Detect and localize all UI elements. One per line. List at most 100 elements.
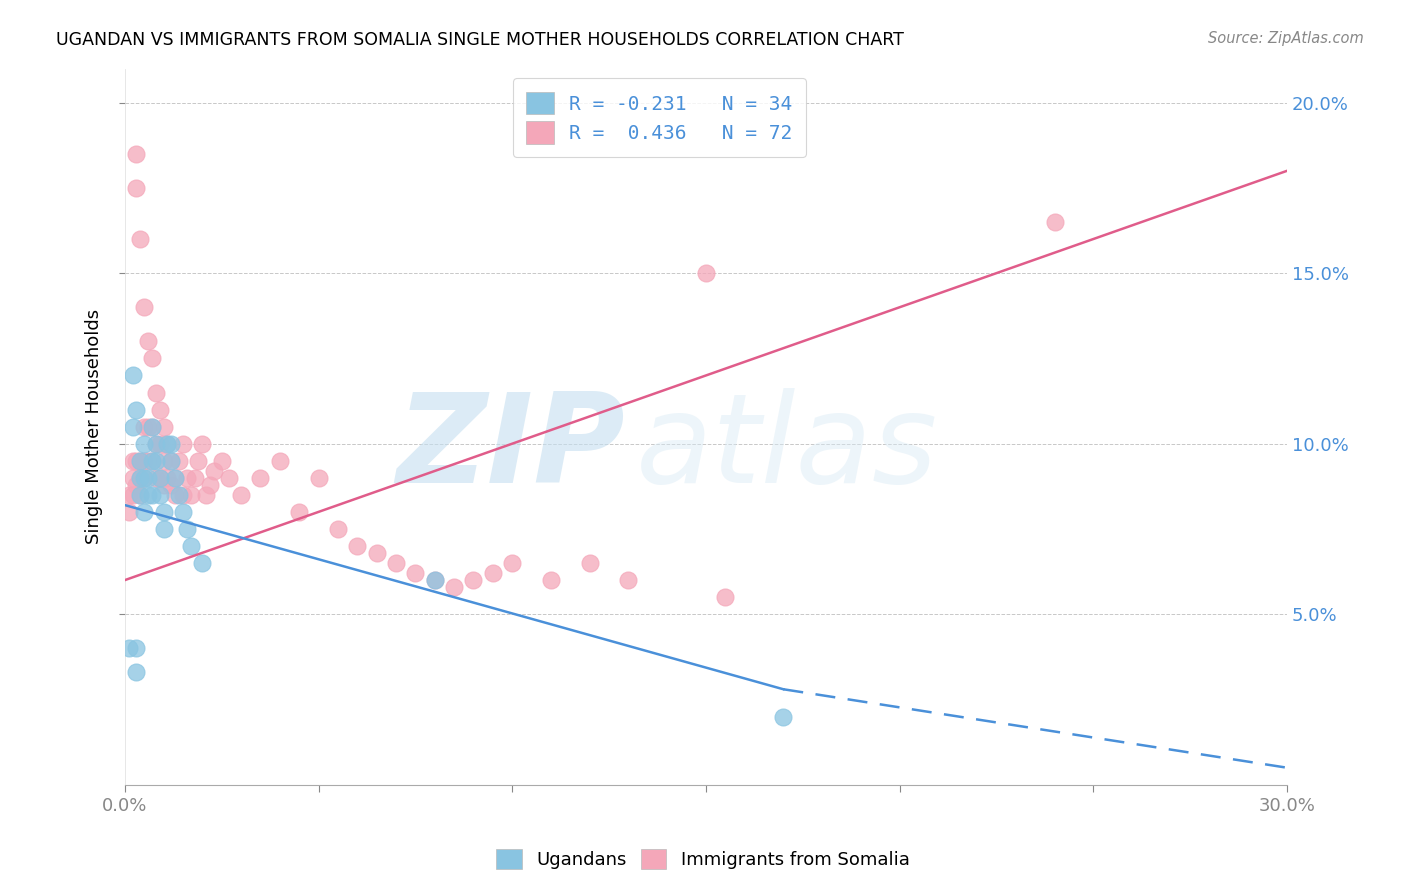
Point	[152, 505, 174, 519]
Point	[145, 436, 167, 450]
Point	[118, 641, 141, 656]
Point	[134, 454, 156, 468]
Point	[269, 454, 291, 468]
Point	[152, 522, 174, 536]
Point	[160, 454, 183, 468]
Point	[772, 709, 794, 723]
Point	[176, 471, 198, 485]
Point	[134, 436, 156, 450]
Point	[121, 488, 143, 502]
Point	[308, 471, 330, 485]
Point	[141, 454, 163, 468]
Legend: R = -0.231   N = 34, R =  0.436   N = 72: R = -0.231 N = 34, R = 0.436 N = 72	[513, 78, 806, 157]
Point	[149, 488, 172, 502]
Point	[125, 181, 148, 195]
Point	[134, 505, 156, 519]
Point	[195, 488, 218, 502]
Point	[180, 539, 202, 553]
Point	[149, 436, 172, 450]
Point	[125, 402, 148, 417]
Point	[501, 556, 523, 570]
Point	[125, 454, 148, 468]
Point	[183, 471, 205, 485]
Point	[211, 454, 233, 468]
Point	[167, 488, 190, 502]
Point	[136, 454, 159, 468]
Point	[198, 477, 221, 491]
Point	[156, 436, 179, 450]
Point	[187, 454, 209, 468]
Point	[617, 573, 640, 587]
Point	[145, 436, 167, 450]
Point	[1043, 215, 1066, 229]
Point	[288, 505, 311, 519]
Point	[134, 471, 156, 485]
Point	[191, 556, 214, 570]
Point	[540, 573, 562, 587]
Point	[167, 454, 190, 468]
Point	[129, 471, 152, 485]
Point	[125, 641, 148, 656]
Point	[121, 419, 143, 434]
Point	[176, 522, 198, 536]
Point	[136, 334, 159, 349]
Legend: Ugandans, Immigrants from Somalia: Ugandans, Immigrants from Somalia	[488, 839, 918, 879]
Point	[366, 546, 388, 560]
Text: ZIP: ZIP	[396, 388, 624, 508]
Point	[385, 556, 408, 570]
Point	[141, 419, 163, 434]
Point	[249, 471, 271, 485]
Point	[172, 436, 194, 450]
Point	[118, 505, 141, 519]
Point	[129, 454, 152, 468]
Text: UGANDAN VS IMMIGRANTS FROM SOMALIA SINGLE MOTHER HOUSEHOLDS CORRELATION CHART: UGANDAN VS IMMIGRANTS FROM SOMALIA SINGL…	[56, 31, 904, 49]
Text: Source: ZipAtlas.com: Source: ZipAtlas.com	[1208, 31, 1364, 46]
Point	[121, 454, 143, 468]
Point	[326, 522, 349, 536]
Point	[134, 471, 156, 485]
Text: atlas: atlas	[636, 388, 938, 508]
Point	[149, 471, 172, 485]
Y-axis label: Single Mother Households: Single Mother Households	[86, 309, 103, 544]
Point	[121, 368, 143, 383]
Point	[134, 419, 156, 434]
Point	[156, 436, 179, 450]
Point	[191, 436, 214, 450]
Point	[463, 573, 485, 587]
Point	[423, 573, 446, 587]
Point	[229, 488, 252, 502]
Point	[165, 488, 187, 502]
Point	[145, 454, 167, 468]
Point	[129, 232, 152, 246]
Point	[141, 351, 163, 366]
Point	[136, 488, 159, 502]
Point	[134, 300, 156, 314]
Point	[121, 471, 143, 485]
Point	[714, 590, 737, 604]
Point	[149, 471, 172, 485]
Point	[218, 471, 240, 485]
Point	[423, 573, 446, 587]
Point	[136, 471, 159, 485]
Point	[125, 477, 148, 491]
Point	[172, 505, 194, 519]
Point	[141, 419, 163, 434]
Point	[695, 266, 717, 280]
Point	[202, 464, 225, 478]
Point	[404, 566, 426, 581]
Point	[129, 488, 152, 502]
Point	[136, 419, 159, 434]
Point	[152, 419, 174, 434]
Point	[160, 477, 183, 491]
Point	[482, 566, 505, 581]
Point	[149, 402, 172, 417]
Point	[578, 556, 600, 570]
Point	[141, 454, 163, 468]
Point	[129, 488, 152, 502]
Point	[152, 477, 174, 491]
Point	[125, 146, 148, 161]
Point	[165, 471, 187, 485]
Point	[125, 665, 148, 680]
Point	[160, 454, 183, 468]
Point	[129, 454, 152, 468]
